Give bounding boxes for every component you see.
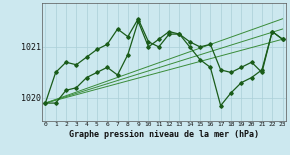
X-axis label: Graphe pression niveau de la mer (hPa): Graphe pression niveau de la mer (hPa) (69, 130, 259, 139)
